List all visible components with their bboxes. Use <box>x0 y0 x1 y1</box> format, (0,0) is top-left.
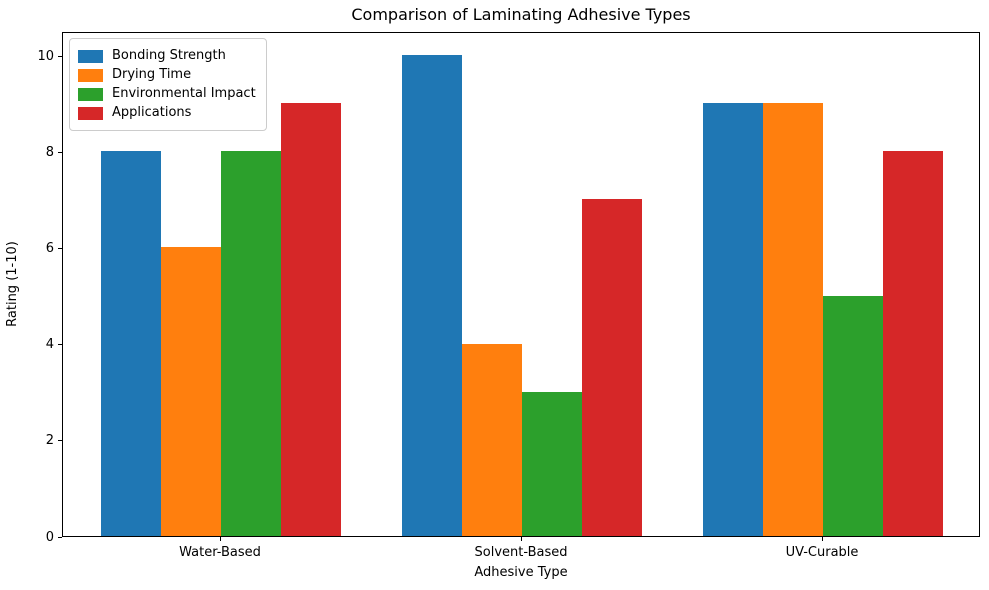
chart-title: Comparison of Laminating Adhesive Types <box>351 5 691 24</box>
x-tick-mark <box>821 537 823 541</box>
x-axis-label: Adhesive Type <box>474 565 568 580</box>
bar-applications-water-based <box>281 103 342 536</box>
bar-applications-solvent-based <box>582 199 643 536</box>
bar-drying-time-solvent-based <box>461 343 522 536</box>
legend-swatch-environmental-impact <box>78 87 103 101</box>
legend-swatch-applications <box>78 106 103 120</box>
legend-swatch-drying-time <box>78 68 103 82</box>
bar-bonding-strength-water-based <box>100 151 161 536</box>
bar-bonding-strength-solvent-based <box>401 55 462 536</box>
legend: Bonding Strength Drying Time Environmental… <box>69 38 267 131</box>
y-tick-label: 0 <box>45 529 54 545</box>
bar-drying-time-water-based <box>160 247 221 536</box>
bar-bonding-strength-uv-curable <box>702 103 763 536</box>
bar-environmental-impact-water-based <box>221 151 282 536</box>
legend-item-drying-time: Drying Time <box>78 66 256 84</box>
y-tick-label: 2 <box>45 433 54 449</box>
legend-label: Drying Time <box>112 67 192 82</box>
x-tick-label-water-based: Water-Based <box>179 545 261 560</box>
bar-environmental-impact-uv-curable <box>823 295 884 536</box>
x-tick-mark <box>520 537 522 541</box>
y-tick-mark <box>58 55 62 57</box>
bar-environmental-impact-solvent-based <box>522 391 583 536</box>
y-tick-label: 6 <box>45 240 54 256</box>
legend-label: Applications <box>112 105 192 120</box>
x-tick-mark <box>219 537 221 541</box>
bar-applications-uv-curable <box>883 151 944 536</box>
legend-item-bonding-strength: Bonding Strength <box>78 47 256 65</box>
y-tick-label: 10 <box>37 48 54 64</box>
legend-label: Environmental Impact <box>112 86 256 101</box>
legend-label: Bonding Strength <box>112 48 226 63</box>
legend-swatch-bonding-strength <box>78 49 103 63</box>
legend-item-applications: Applications <box>78 104 256 122</box>
y-tick-label: 4 <box>45 337 54 353</box>
y-tick-mark <box>58 344 62 346</box>
legend-item-environmental-impact: Environmental Impact <box>78 85 256 103</box>
x-tick-label-solvent-based: Solvent-Based <box>474 545 568 560</box>
y-tick-mark <box>58 536 62 538</box>
y-tick-mark <box>58 247 62 249</box>
bar-drying-time-uv-curable <box>762 103 823 536</box>
y-tick-mark <box>58 440 62 442</box>
x-tick-label-uv-curable: UV-Curable <box>785 545 859 560</box>
y-axis-label-text: Rating (1-10) <box>5 241 20 327</box>
y-tick-mark <box>58 151 62 153</box>
y-tick-label: 8 <box>45 144 54 160</box>
plot-area <box>62 32 980 537</box>
